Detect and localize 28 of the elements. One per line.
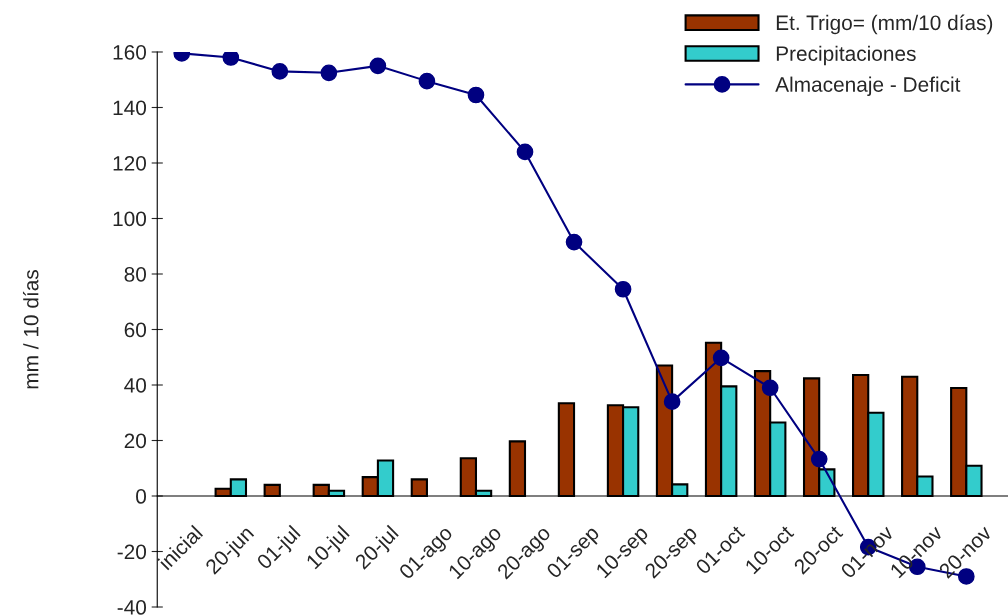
- legend-label: Almacenaje - Deficit: [775, 76, 961, 97]
- legend-label: Precipitaciones: [776, 45, 916, 66]
- point: [810, 450, 828, 468]
- y-tick-label: 120: [113, 155, 147, 171]
- point: [222, 51, 240, 66]
- point: [271, 63, 289, 80]
- point: [663, 393, 681, 410]
- legend-label: Et. Trigo= (mm/10 días): [776, 14, 993, 35]
- y-tick-label: 20: [124, 433, 147, 449]
- y-tick-label: -20: [117, 544, 147, 560]
- point: [761, 379, 779, 397]
- y-axis-title: mm / 10 días: [22, 270, 39, 389]
- point: [467, 86, 485, 104]
- y-tick-label: 40: [124, 378, 147, 393]
- point: [418, 72, 436, 90]
- point: [516, 143, 534, 161]
- point: [320, 64, 338, 82]
- y-tick-label: 0: [136, 489, 147, 504]
- y-tick-label: 140: [113, 100, 147, 116]
- y-tick-label: 60: [124, 322, 147, 338]
- point: [614, 280, 632, 298]
- point: [565, 233, 583, 251]
- y-tick-label: 80: [124, 267, 147, 282]
- y-tick-label: 160: [113, 44, 147, 60]
- y-tick-label: -40: [117, 600, 147, 615]
- point: [369, 57, 387, 75]
- point: [712, 349, 730, 367]
- y-tick-label: 100: [113, 211, 147, 227]
